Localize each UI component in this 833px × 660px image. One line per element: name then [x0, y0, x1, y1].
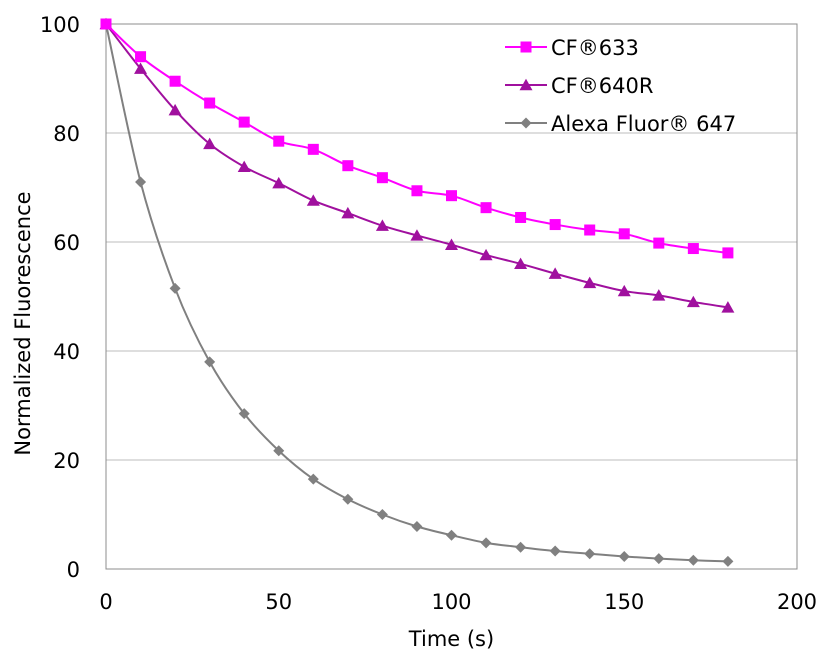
data-point-diamond [480, 537, 492, 549]
data-point-diamond [204, 356, 216, 368]
data-point-square [307, 143, 319, 155]
data-point-triangle [272, 176, 286, 189]
data-point-square [446, 190, 457, 202]
x-tick-label: 150 [604, 590, 644, 614]
data-point-diamond [446, 529, 457, 541]
legend-label: CF®640R [551, 74, 653, 98]
y-tick-label: 0 [67, 558, 80, 582]
data-point-square [135, 51, 147, 63]
data-point-triangle [617, 284, 631, 297]
data-point-triangle [548, 267, 562, 279]
y-tick-labels: 0 20 40 60 80 100 [40, 13, 80, 582]
data-point-square [520, 41, 532, 53]
y-tick-label: 100 [40, 13, 80, 37]
data-point-square [722, 247, 734, 259]
data-point-square [273, 135, 285, 147]
y-axis-label: Normalized Fluorescence [11, 191, 35, 455]
data-point-square [376, 172, 388, 184]
y-tick-label: 20 [53, 449, 80, 473]
data-point-diamond [273, 445, 285, 457]
x-tick-label: 200 [777, 590, 817, 614]
legend-entry: CF®633 [505, 36, 639, 60]
data-point-diamond [549, 545, 561, 557]
series-2 [100, 18, 734, 567]
data-point-triangle [445, 238, 458, 250]
y-tick-label: 60 [53, 231, 80, 255]
x-tick-labels: 0 50 100 150 200 [99, 590, 817, 614]
data-point-diamond [411, 520, 423, 532]
data-point-square [584, 224, 596, 236]
legend-entry: Alexa Fluor® 647 [505, 112, 736, 136]
x-axis-label: Time (s) [408, 627, 494, 651]
data-point-diamond [307, 473, 319, 485]
data-point-diamond [376, 509, 388, 520]
data-point-diamond [653, 553, 665, 565]
data-point-diamond [169, 282, 181, 294]
data-point-square [618, 228, 630, 240]
x-tick-label: 50 [265, 590, 292, 614]
data-point-diamond [342, 493, 354, 505]
data-point-diamond [722, 555, 734, 567]
series-1 [99, 17, 735, 313]
data-point-triangle [306, 194, 320, 206]
data-point-square [653, 237, 665, 249]
x-tick-label: 0 [99, 590, 112, 614]
legend: CF®633 CF®640R Alexa Fluor® 647 [505, 36, 736, 136]
data-point-diamond [135, 176, 147, 188]
plot-area [105, 23, 798, 570]
data-point-square [515, 211, 527, 223]
data-point-diamond [238, 408, 250, 420]
data-point-triangle [652, 289, 666, 301]
y-tick-label: 80 [53, 122, 80, 146]
data-point-diamond [520, 117, 532, 129]
y-tick-label: 40 [53, 340, 80, 364]
data-point-diamond [515, 541, 527, 553]
data-point-diamond [618, 550, 630, 562]
data-point-triangle [341, 206, 355, 219]
series-line [105, 23, 729, 309]
data-point-diamond [584, 548, 596, 560]
data-point-triangle [583, 276, 597, 289]
data-point-square [238, 116, 250, 128]
legend-entry: CF®640R [505, 74, 653, 98]
data-point-square [342, 160, 354, 172]
data-point-square [169, 75, 181, 87]
series-0 [100, 18, 734, 259]
data-point-triangle [237, 160, 251, 173]
data-point-triangle [375, 219, 389, 231]
data-point-square [549, 219, 561, 231]
data-point-triangle [203, 137, 217, 150]
data-point-square [100, 18, 112, 30]
legend-label: CF®633 [551, 36, 639, 60]
data-point-triangle [479, 248, 493, 261]
data-point-triangle [168, 103, 182, 116]
data-point-square [480, 202, 492, 214]
data-point-triangle [686, 295, 700, 308]
data-point-square [687, 243, 699, 255]
legend-label: Alexa Fluor® 647 [551, 112, 736, 136]
data-point-triangle [721, 301, 735, 313]
series-layer [99, 17, 735, 567]
data-point-square [204, 97, 216, 109]
data-point-triangle [514, 257, 528, 270]
data-point-diamond [687, 554, 699, 566]
data-point-triangle [410, 229, 424, 241]
data-point-square [411, 185, 423, 197]
x-tick-label: 100 [431, 590, 471, 614]
data-point-triangle [519, 78, 533, 91]
data-point-triangle [134, 62, 148, 74]
